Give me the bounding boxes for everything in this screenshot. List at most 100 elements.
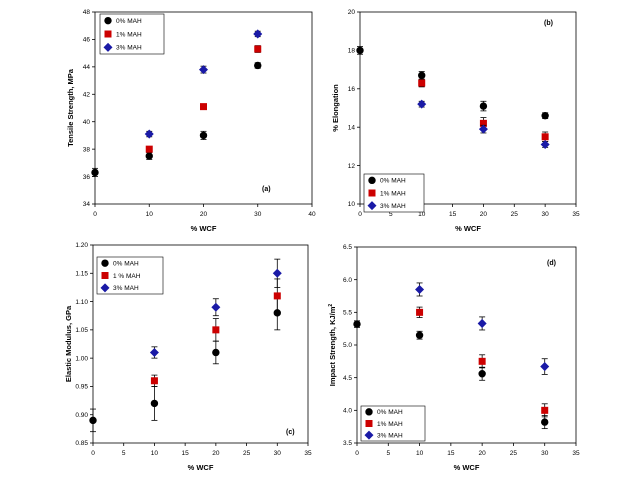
x-tick-label: 35 xyxy=(572,450,580,457)
legend-entry: 1 % MAH xyxy=(113,273,141,280)
series-1 xyxy=(145,45,262,153)
data-point xyxy=(478,370,486,378)
y-tick-label: 1.00 xyxy=(75,355,88,362)
x-tick-label: 5 xyxy=(389,211,393,218)
y-tick-label: 0.85 xyxy=(75,440,88,447)
data-point xyxy=(540,139,550,149)
legend-marker xyxy=(368,189,376,197)
x-axis-label: % WCF xyxy=(455,224,481,233)
legend: 0% MAH 1% MAH 3% MAH xyxy=(360,405,426,442)
x-tick-label: 30 xyxy=(542,211,550,218)
legend-marker xyxy=(364,430,374,440)
x-tick-label: 15 xyxy=(449,211,457,218)
x-tick-label: 20 xyxy=(200,211,208,218)
x-axis-label: % WCF xyxy=(191,224,217,233)
panel-c: 0 5 10 15 20 25 30 35 0.85 0.90 0.95 1.00 1.05 1.10 1.… xyxy=(64,242,312,472)
x-tick-label: 30 xyxy=(254,211,262,218)
x-tick-label: 10 xyxy=(418,211,426,218)
x-tick-label: 5 xyxy=(386,450,390,457)
data-point xyxy=(418,79,426,87)
y-axis-label: Impact Strength, KJ/m2 xyxy=(328,304,337,387)
data-point xyxy=(540,362,550,372)
series-2 xyxy=(417,99,550,149)
y-tick-label: 1.05 xyxy=(75,327,88,334)
plot-frame xyxy=(359,11,577,205)
panel-label: (b) xyxy=(544,20,553,27)
y-axis-label: Elastic Modulus, GPa xyxy=(64,305,73,382)
data-point xyxy=(145,152,153,160)
x-tick-label: 0 xyxy=(358,211,362,218)
data-point xyxy=(478,357,486,365)
series-0 xyxy=(91,61,262,177)
x-tick-label: 30 xyxy=(541,450,549,457)
legend-entry: 0% MAH xyxy=(380,178,406,185)
x-tick-label: 15 xyxy=(182,450,190,457)
legend-entry: 0% MAH xyxy=(113,260,139,267)
data-point xyxy=(212,326,220,334)
data-point xyxy=(150,399,159,408)
data-point xyxy=(89,416,97,425)
x-tick-label: 20 xyxy=(212,450,220,457)
legend-marker xyxy=(103,42,113,52)
y-tick-label: 16 xyxy=(348,86,356,93)
legend-entry: 1% MAH xyxy=(380,190,406,197)
y-tick-label: 6.0 xyxy=(343,277,352,284)
x-tick-label: 5 xyxy=(122,450,126,457)
data-point xyxy=(541,418,549,426)
series-1 xyxy=(150,278,281,387)
x-axis-label: % WCF xyxy=(454,463,480,472)
legend: 0% MAH 1% MAH 3% MAH xyxy=(99,13,165,55)
legend-marker xyxy=(104,16,112,25)
x-tick-label: 25 xyxy=(510,450,518,457)
x-tick-label: 10 xyxy=(146,211,154,218)
legend-entry: 3% MAH xyxy=(113,285,139,292)
data-point xyxy=(144,129,154,139)
series-2 xyxy=(144,29,263,139)
data-point xyxy=(273,292,281,300)
legend-marker xyxy=(365,420,373,427)
x-axis-label: % WCF xyxy=(188,463,214,472)
x-tick-label: 25 xyxy=(511,211,519,218)
x-tick-label: 0 xyxy=(355,450,359,457)
data-point xyxy=(415,331,424,339)
panel-d: 0 5 10 15 20 25 30 35 3.5 4.0 4.5 5.0 5.5 6.0 6.5 % WCF… xyxy=(328,244,580,472)
y-axis-label: Tensile Strength, MPa xyxy=(66,68,75,147)
legend-marker xyxy=(101,259,109,267)
panel-label: (d) xyxy=(547,260,556,267)
data-point xyxy=(417,99,427,109)
data-point xyxy=(353,320,361,328)
y-tick-label: 46 xyxy=(83,37,91,44)
legend-marker xyxy=(104,30,112,38)
legend: 0% MAH 1 % MAH 3% MAH xyxy=(96,256,164,295)
data-point xyxy=(150,377,158,385)
data-point xyxy=(199,131,208,140)
y-tick-label: 18 xyxy=(348,48,356,55)
y-tick-label: 0.95 xyxy=(75,384,88,391)
legend: 0% MAH 1% MAH 3% MAH xyxy=(363,173,425,213)
y-tick-label: 5.5 xyxy=(343,310,352,317)
y-tick-label: 20 xyxy=(348,9,356,16)
y-tick-label: 44 xyxy=(83,64,91,71)
y-tick-label: 12 xyxy=(348,163,356,170)
y-tick-label: 36 xyxy=(83,174,91,181)
y-tick-label: 1.20 xyxy=(75,242,88,249)
y-tick-label: 4.5 xyxy=(343,375,352,382)
panel-label: (c) xyxy=(286,429,295,436)
legend-marker xyxy=(368,176,376,185)
y-tick-label: 0.90 xyxy=(75,412,88,419)
y-tick-label: 38 xyxy=(83,146,91,153)
x-tick-label: 40 xyxy=(308,211,316,218)
data-point xyxy=(253,29,263,39)
legend-marker xyxy=(100,283,110,293)
y-axis-label-superscript: 2 xyxy=(328,304,334,307)
data-point xyxy=(200,103,207,111)
legend-entry: 0% MAH xyxy=(116,18,142,25)
series-0 xyxy=(89,295,281,433)
y-tick-label: 6.5 xyxy=(343,244,352,251)
y-tick-label: 3.5 xyxy=(343,440,352,447)
data-point xyxy=(211,302,221,312)
data-point xyxy=(418,71,426,80)
series-0 xyxy=(356,46,549,120)
